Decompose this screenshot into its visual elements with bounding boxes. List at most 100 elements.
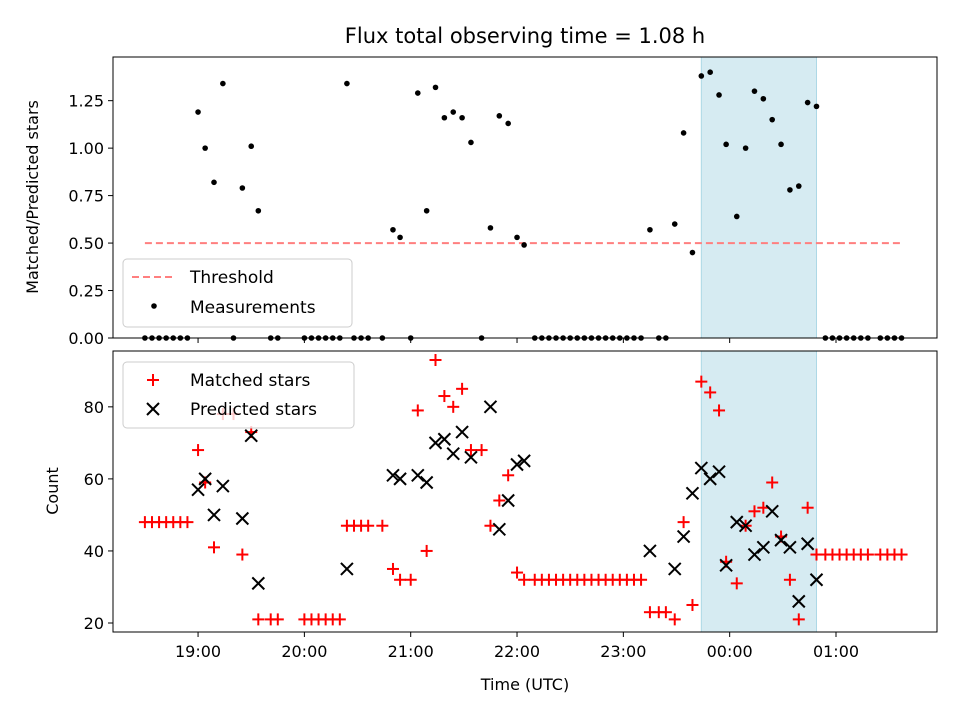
measurement-point xyxy=(671,221,678,227)
bottom-panel: 20 40 60 80 19:00 20:00 21:00 22:00 23:00 00:00 0… xyxy=(43,350,938,694)
matched-star-point xyxy=(362,519,375,532)
predicted-star-point xyxy=(483,400,498,414)
matched-star-point xyxy=(192,444,205,457)
measurement-point xyxy=(723,141,729,148)
matched-star-point xyxy=(464,444,477,457)
x-tick-label: 22:00 xyxy=(494,642,540,661)
predicted-star-point xyxy=(712,464,726,479)
predicted-star-point xyxy=(216,479,230,493)
predicted-star-point xyxy=(783,540,797,555)
matched-star-point xyxy=(659,606,672,619)
measurement-point xyxy=(716,92,722,98)
matched-star-point xyxy=(686,598,699,611)
predicted-star-point xyxy=(685,486,700,501)
matched-star-point xyxy=(411,404,424,417)
predicted-star-point xyxy=(694,461,709,475)
measurement-point xyxy=(751,88,758,94)
predicted-star-point xyxy=(411,468,425,482)
bot-y-tick-label: 20 xyxy=(84,614,104,633)
bottom-y-axis-label: Count xyxy=(43,467,62,515)
matched-star-point xyxy=(766,476,779,489)
matched-star-point xyxy=(475,444,488,457)
measurement-point xyxy=(521,242,527,248)
measurement-point xyxy=(707,69,713,75)
predicted-star-point xyxy=(747,547,762,562)
matched-star-point xyxy=(635,573,648,586)
measurement-point xyxy=(239,185,246,191)
measurement-point xyxy=(397,234,403,241)
predicted-star-point xyxy=(703,472,717,486)
predicted-star-point xyxy=(340,562,354,576)
measurement-point xyxy=(698,73,705,79)
measurement-point xyxy=(680,130,687,136)
measurement-point xyxy=(220,80,226,87)
predicted-star-point xyxy=(738,519,753,533)
matched-star-point xyxy=(511,566,524,579)
measurement-point xyxy=(804,99,811,106)
matched-star-point xyxy=(748,505,761,518)
top-legend: Threshold Measurements xyxy=(122,258,353,328)
measurement-point xyxy=(423,207,430,214)
matched-star-point xyxy=(236,548,249,561)
matched-star-point xyxy=(208,541,221,554)
matched-star-point xyxy=(792,613,805,626)
x-tick-label: 01:00 xyxy=(813,642,859,661)
measurement-point xyxy=(432,84,439,91)
predicted-star-point xyxy=(676,529,691,544)
matched-star-point xyxy=(493,494,506,507)
measurement-point xyxy=(487,225,494,231)
matched-star-point xyxy=(394,573,407,586)
top-y-axis-label: Matched/Predicted stars xyxy=(23,100,42,294)
predicted-star-point xyxy=(419,475,434,490)
predicted-star-point xyxy=(510,457,524,472)
predicted-star-point xyxy=(428,436,443,450)
predicted-star-point xyxy=(668,562,682,576)
matched-star-point xyxy=(447,400,460,413)
bottom-legend-box xyxy=(122,361,355,429)
chart-title: Flux total observing time = 1.08 h xyxy=(345,24,705,48)
top-y-tick-label: 0.50 xyxy=(68,234,104,253)
measurement-point xyxy=(769,116,775,123)
matched-star-point xyxy=(668,613,681,626)
predicted-star-point xyxy=(643,544,657,558)
measurement-point xyxy=(211,179,217,186)
predicted-star-point xyxy=(235,511,250,526)
predicted-star-point xyxy=(251,576,266,591)
matched-star-point xyxy=(438,390,451,403)
bottom-axes-frame xyxy=(112,350,938,633)
matched-star-point xyxy=(713,404,726,417)
top-y-tick-label: 0.25 xyxy=(68,282,104,301)
bot-y-tick-label: 80 xyxy=(84,398,104,417)
bot-y-tick-label: 60 xyxy=(84,470,104,489)
measurement-point xyxy=(514,234,520,241)
predicted-star-point xyxy=(455,425,469,439)
bot-observing-span xyxy=(700,350,818,633)
matched-star-point xyxy=(181,516,194,529)
x-tick-label: 20:00 xyxy=(281,642,327,661)
predicted-star-point xyxy=(517,454,531,468)
measurement-point xyxy=(414,90,421,96)
matched-star-point xyxy=(429,354,442,367)
top-observing-span xyxy=(700,56,818,339)
x-tick-label: 23:00 xyxy=(600,642,646,661)
predicted-star-point xyxy=(501,493,515,508)
measurement-point xyxy=(468,139,474,146)
top-axes-frame xyxy=(112,56,938,339)
predicted-star-point xyxy=(765,504,779,519)
predicted-star-point xyxy=(191,482,205,497)
top-legend-box xyxy=(122,258,353,328)
matched-star-point xyxy=(420,544,433,557)
top-y-tick-label: 0.00 xyxy=(68,329,104,348)
measurement-point xyxy=(813,103,820,110)
measurement-point xyxy=(450,109,457,115)
matched-star-point xyxy=(376,519,389,532)
measurement-point xyxy=(505,120,511,127)
matched-star-point xyxy=(271,613,284,626)
matched-star-point xyxy=(456,382,469,395)
measurement-point xyxy=(344,80,350,87)
measurement-point xyxy=(778,141,784,148)
bot-y-tick-label: 40 xyxy=(84,542,104,561)
matched-star-point xyxy=(677,516,690,529)
legend-matched-label: Matched stars xyxy=(190,371,310,391)
